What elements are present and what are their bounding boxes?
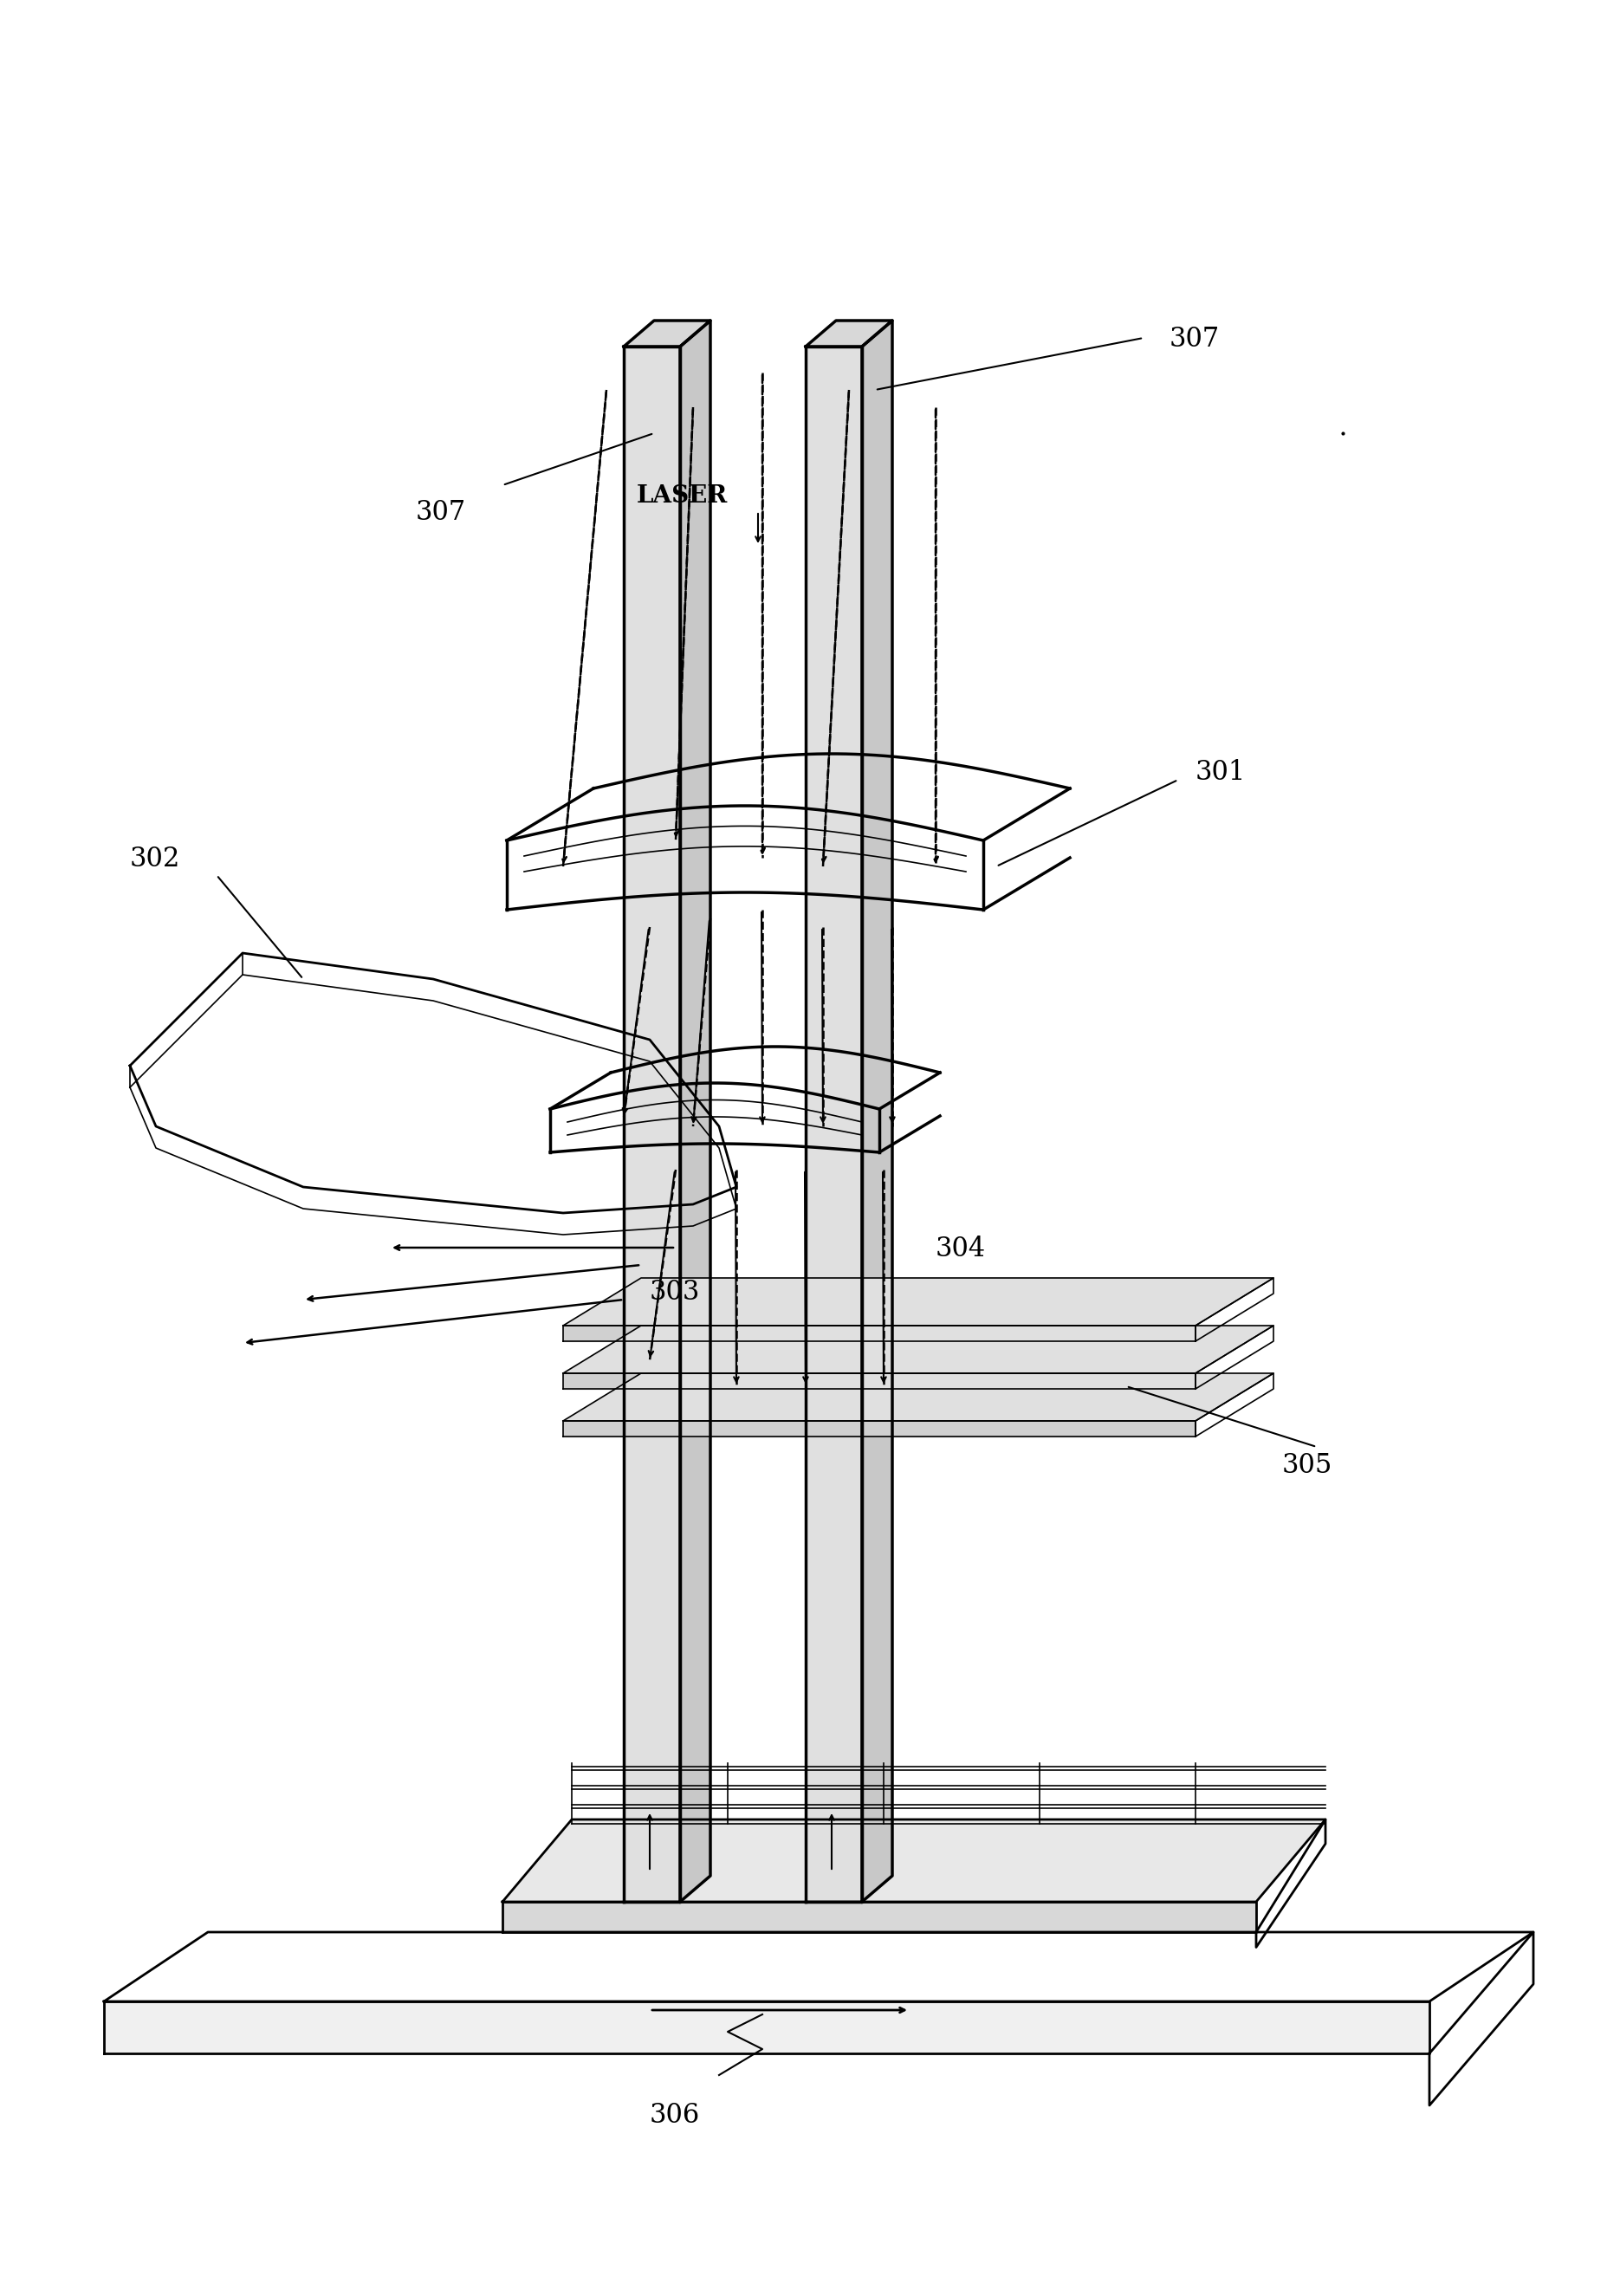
Text: 307: 307 bbox=[1170, 326, 1220, 354]
Polygon shape bbox=[624, 347, 680, 1901]
Polygon shape bbox=[624, 321, 711, 347]
Polygon shape bbox=[805, 321, 893, 347]
Text: 303: 303 bbox=[650, 1279, 700, 1306]
Polygon shape bbox=[564, 1325, 1196, 1341]
Polygon shape bbox=[502, 1901, 1256, 1933]
Text: 307: 307 bbox=[416, 498, 467, 526]
Text: 306: 306 bbox=[650, 2101, 700, 2128]
Polygon shape bbox=[564, 1373, 1273, 1421]
Text: 305: 305 bbox=[1281, 1451, 1333, 1479]
Polygon shape bbox=[502, 1818, 1325, 1901]
Polygon shape bbox=[805, 347, 862, 1901]
Polygon shape bbox=[564, 1421, 1196, 1437]
Polygon shape bbox=[104, 2002, 1429, 2053]
Text: 301: 301 bbox=[1196, 760, 1246, 785]
Text: 302: 302 bbox=[130, 845, 180, 872]
Polygon shape bbox=[564, 1279, 1273, 1325]
Polygon shape bbox=[680, 321, 711, 1901]
Polygon shape bbox=[564, 1325, 1273, 1373]
Polygon shape bbox=[564, 1373, 1196, 1389]
Text: LASER: LASER bbox=[637, 484, 727, 507]
Text: 304: 304 bbox=[936, 1235, 987, 1263]
Polygon shape bbox=[862, 321, 893, 1901]
